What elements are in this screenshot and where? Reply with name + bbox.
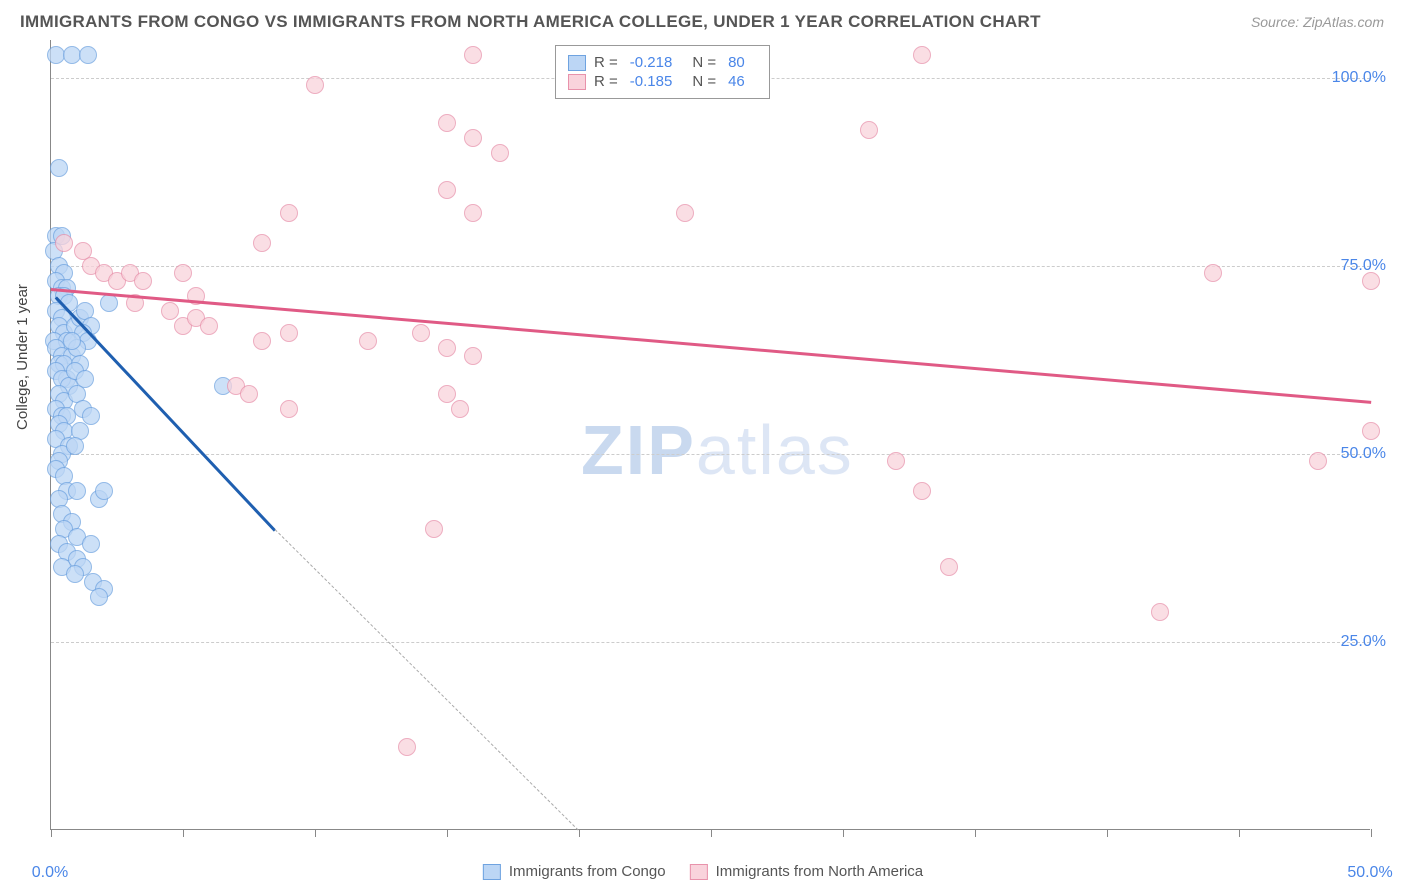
data-point <box>82 535 100 553</box>
data-point <box>66 565 84 583</box>
data-point <box>240 385 258 403</box>
data-point <box>438 385 456 403</box>
data-point <box>1309 452 1327 470</box>
data-point <box>1204 264 1222 282</box>
watermark: ZIPatlas <box>581 410 854 490</box>
x-tick <box>843 829 844 837</box>
legend-stats: R = -0.218 N = 80 R = -0.185 N = 46 <box>555 45 770 99</box>
y-tick-label: 50.0% <box>1341 445 1386 463</box>
stat-r-label: R = <box>594 73 618 90</box>
x-tick <box>975 829 976 837</box>
x-tick <box>1371 829 1372 837</box>
data-point <box>306 76 324 94</box>
x-tick <box>51 829 52 837</box>
data-point <box>253 332 271 350</box>
data-point <box>63 332 81 350</box>
data-point <box>676 204 694 222</box>
x-tick-label: 0.0% <box>32 864 68 882</box>
data-point <box>425 520 443 538</box>
data-point <box>438 339 456 357</box>
x-tick <box>447 829 448 837</box>
data-point <box>438 181 456 199</box>
chart-title: IMMIGRANTS FROM CONGO VS IMMIGRANTS FROM… <box>20 12 1041 32</box>
data-point <box>200 317 218 335</box>
x-tick <box>579 829 580 837</box>
data-point <box>913 482 931 500</box>
data-point <box>100 294 118 312</box>
data-point <box>79 46 97 64</box>
watermark-atlas: atlas <box>696 411 854 489</box>
stat-r-label: R = <box>594 54 618 71</box>
data-point <box>491 144 509 162</box>
legend-swatch-north-america <box>690 864 708 880</box>
x-tick <box>711 829 712 837</box>
data-point <box>66 437 84 455</box>
data-point <box>134 272 152 290</box>
source-label: Source: ZipAtlas.com <box>1251 14 1384 30</box>
legend-label-congo: Immigrants from Congo <box>509 863 666 880</box>
stat-r-value: -0.218 <box>630 54 673 71</box>
data-point <box>412 324 430 342</box>
data-point <box>1362 422 1380 440</box>
data-point <box>860 121 878 139</box>
stat-n-label: N = <box>692 73 716 90</box>
data-point <box>95 482 113 500</box>
data-point <box>161 302 179 320</box>
data-point <box>913 46 931 64</box>
legend-bottom: Immigrants from Congo Immigrants from No… <box>483 863 923 880</box>
legend-swatch-congo <box>483 864 501 880</box>
legend-swatch <box>568 74 586 90</box>
legend-item-north-america: Immigrants from North America <box>690 863 924 880</box>
data-point <box>68 482 86 500</box>
data-point <box>174 264 192 282</box>
data-point <box>464 129 482 147</box>
legend-stats-row: R = -0.218 N = 80 <box>568 54 757 71</box>
data-point <box>253 234 271 252</box>
gridline <box>51 454 1370 455</box>
data-point <box>940 558 958 576</box>
data-point <box>464 347 482 365</box>
data-point <box>280 204 298 222</box>
data-point <box>438 114 456 132</box>
legend-swatch <box>568 55 586 71</box>
data-point <box>50 159 68 177</box>
data-point <box>55 234 73 252</box>
y-tick-label: 100.0% <box>1332 69 1386 87</box>
legend-label-north-america: Immigrants from North America <box>716 863 924 880</box>
stat-n-value: 46 <box>728 73 745 90</box>
y-tick-label: 75.0% <box>1341 257 1386 275</box>
stat-n-value: 80 <box>728 54 745 71</box>
chart-container: IMMIGRANTS FROM CONGO VS IMMIGRANTS FROM… <box>0 0 1406 892</box>
stat-n-label: N = <box>692 54 716 71</box>
x-tick <box>183 829 184 837</box>
x-tick <box>1107 829 1108 837</box>
data-point <box>90 588 108 606</box>
legend-item-congo: Immigrants from Congo <box>483 863 666 880</box>
stat-r-value: -0.185 <box>630 73 673 90</box>
data-point <box>1151 603 1169 621</box>
trend-extrapolation <box>275 529 579 831</box>
x-tick <box>1239 829 1240 837</box>
data-point <box>464 46 482 64</box>
watermark-zip: ZIP <box>581 411 696 489</box>
data-point <box>359 332 377 350</box>
legend-stats-row: R = -0.185 N = 46 <box>568 73 757 90</box>
data-point <box>280 324 298 342</box>
data-point <box>280 400 298 418</box>
plot-area: ZIPatlas <box>50 40 1370 830</box>
y-axis-label: College, Under 1 year <box>14 284 31 430</box>
data-point <box>451 400 469 418</box>
gridline <box>51 266 1370 267</box>
data-point <box>464 204 482 222</box>
x-tick-label: 50.0% <box>1347 864 1392 882</box>
data-point <box>887 452 905 470</box>
data-point <box>398 738 416 756</box>
x-tick <box>315 829 316 837</box>
gridline <box>51 642 1370 643</box>
y-tick-label: 25.0% <box>1341 633 1386 651</box>
